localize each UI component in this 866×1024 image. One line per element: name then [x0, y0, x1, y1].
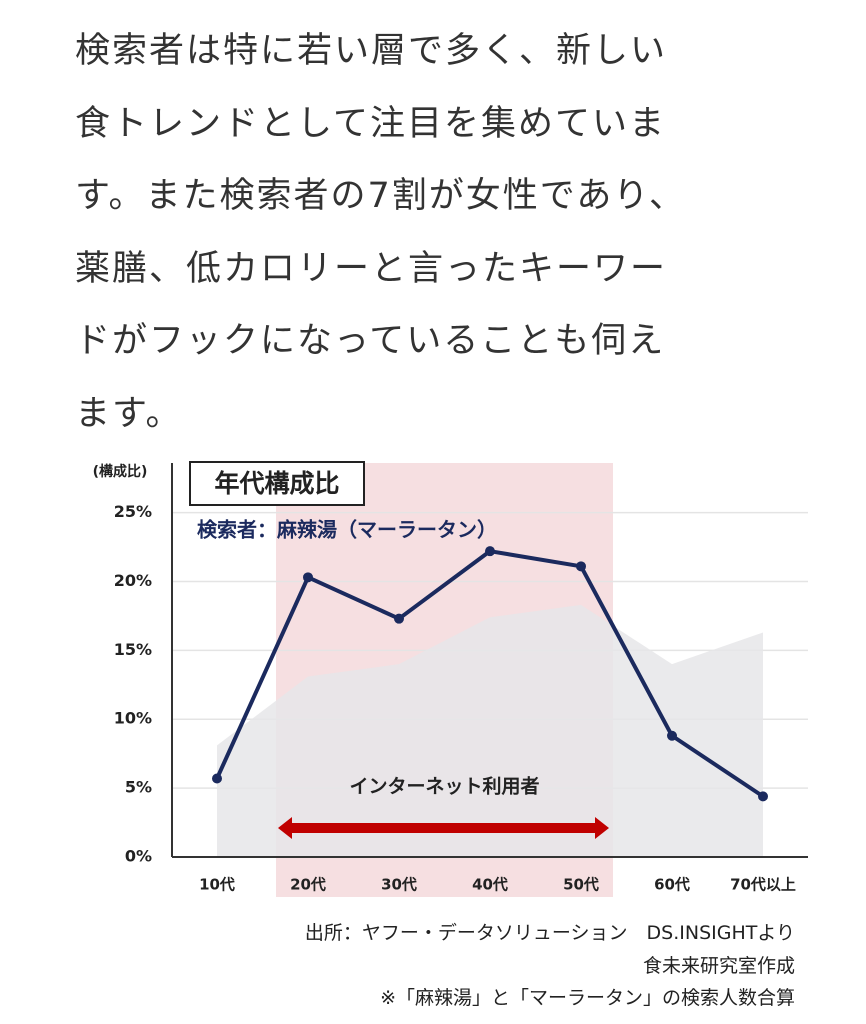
- y-tick-label: 25%: [114, 502, 152, 521]
- highlight-label: インターネット利用者: [349, 776, 539, 798]
- point: [394, 613, 404, 624]
- point: [758, 791, 768, 802]
- point: [485, 546, 495, 557]
- y-tick-label: 15%: [114, 640, 152, 659]
- point: [667, 730, 677, 741]
- point: [212, 773, 222, 784]
- paragraph-line: ます。: [75, 393, 183, 434]
- x-tick-label: 30代: [381, 876, 417, 894]
- y-tick-label: 20%: [114, 571, 152, 590]
- area: [217, 604, 763, 857]
- x-tick-label: 50代: [563, 876, 599, 894]
- title-box: [189, 461, 365, 506]
- y-tick-label: 5%: [125, 778, 152, 797]
- source-line: 出所：ヤフー・データソリューション DS.INSIGHTより: [304, 922, 795, 944]
- y-axis-label: (構成比): [93, 463, 148, 480]
- x-tick-label: 10代: [199, 876, 235, 894]
- y-tick-label: 10%: [114, 709, 152, 728]
- y-tick-label: 0%: [125, 847, 152, 866]
- source-line: 食未来研究室作成: [642, 954, 795, 977]
- source-line: ※「麻辣湯」と「マーラータン」の検索人数合算: [380, 987, 795, 1009]
- point: [576, 561, 586, 572]
- paragraph-line: 食トレンドとして注目を集めていま: [75, 103, 666, 144]
- paragraph-line: 検索者は特に若い層で多く、新しい: [75, 31, 668, 71]
- paragraph-line: 薬膳、低カロリーと言ったキーワー: [75, 248, 668, 289]
- chart-title: 年代構成比: [214, 469, 339, 498]
- paragraph-line: す。また検索者の7割が女性であり、: [75, 176, 687, 216]
- x-tick-label: 60代: [654, 876, 690, 894]
- arrow: [278, 817, 609, 839]
- subtitle: 検索者：麻辣湯（マーラータン）: [197, 518, 497, 542]
- x-tick-label: 20代: [290, 876, 326, 894]
- x-tick-label: 40代: [472, 876, 508, 894]
- paragraph-line: ドがフックになっていることも伺え: [75, 321, 666, 361]
- point: [303, 572, 313, 583]
- x-tick-label: 70代以上: [730, 876, 796, 894]
